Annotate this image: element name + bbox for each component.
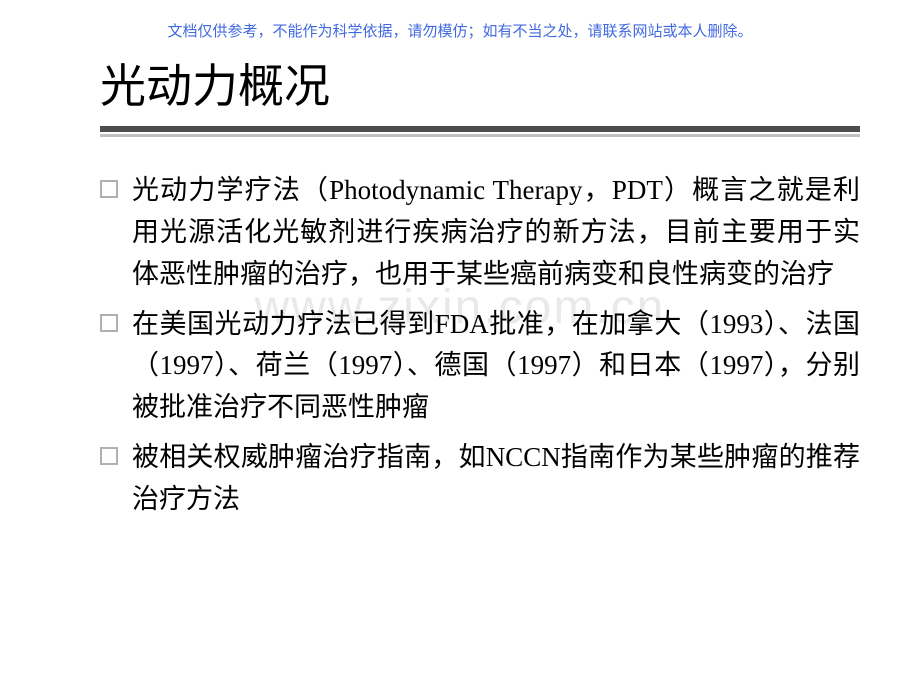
- bullet-item: 被相关权威肿瘤治疗指南，如NCCN指南作为某些肿瘤的推荐治疗方法: [100, 437, 860, 521]
- title-underline-light: [100, 134, 860, 137]
- bullet-text: 光动力学疗法（Photodynamic Therapy，PDT）概言之就是利用光…: [132, 170, 860, 296]
- content-area: 光动力学疗法（Photodynamic Therapy，PDT）概言之就是利用光…: [100, 170, 860, 529]
- bullet-item: 光动力学疗法（Photodynamic Therapy，PDT）概言之就是利用光…: [100, 170, 860, 296]
- title-underline-dark: [100, 126, 860, 132]
- disclaimer-text: 文档仅供参考，不能作为科学依据，请勿模仿；如有不当之处，请联系网站或本人删除。: [0, 20, 920, 41]
- square-bullet-icon: [100, 180, 118, 198]
- bullet-text: 在美国光动力疗法已得到FDA批准，在加拿大（1993）、法国（1997）、荷兰（…: [132, 304, 860, 430]
- bullet-text: 被相关权威肿瘤治疗指南，如NCCN指南作为某些肿瘤的推荐治疗方法: [132, 437, 860, 521]
- title-section: 光动力概况: [100, 50, 860, 137]
- square-bullet-icon: [100, 447, 118, 465]
- bullet-item: 在美国光动力疗法已得到FDA批准，在加拿大（1993）、法国（1997）、荷兰（…: [100, 304, 860, 430]
- square-bullet-icon: [100, 314, 118, 332]
- slide-title: 光动力概况: [100, 50, 860, 126]
